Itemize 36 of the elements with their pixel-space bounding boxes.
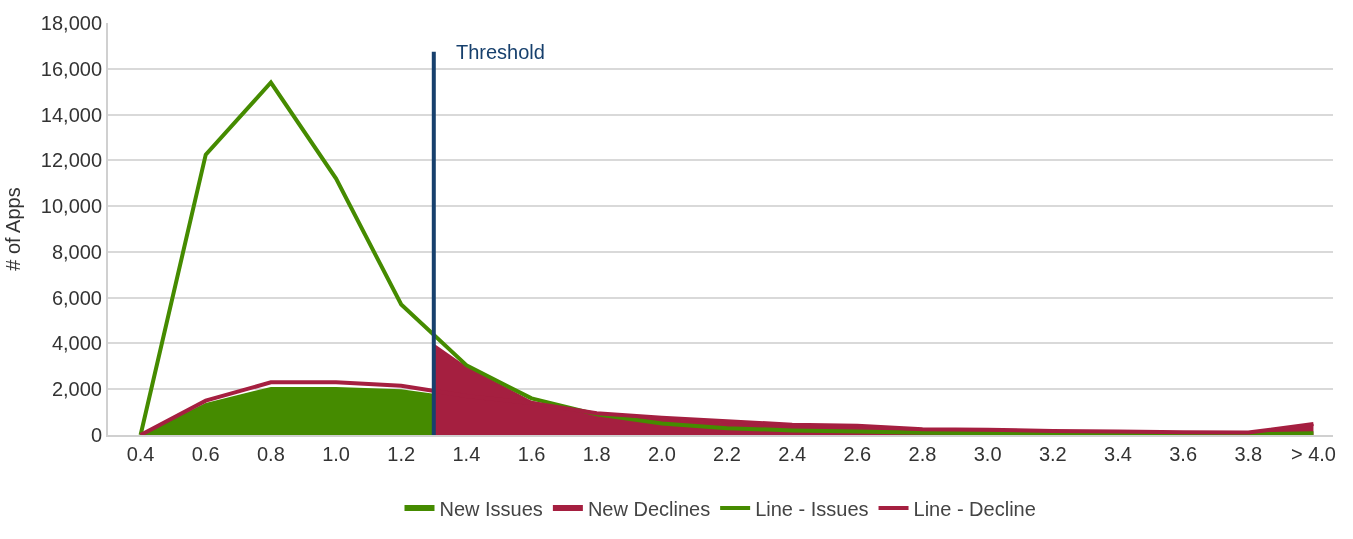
legend-label: New Issues <box>439 497 543 520</box>
y-tick-label: 6,000 <box>51 286 102 309</box>
line-series <box>138 80 1316 435</box>
x-tick-label: 2.8 <box>908 443 937 465</box>
y-tick-label: 0 <box>90 424 102 446</box>
x-tick-label: 1.2 <box>387 443 416 465</box>
x-tick-label: 3.6 <box>1169 443 1198 465</box>
y-tick-label: 10,000 <box>40 195 102 218</box>
x-tick-label: 0.8 <box>256 443 285 465</box>
legend-label: Line - Issues <box>755 497 869 520</box>
y-tick-label: 4,000 <box>51 332 102 355</box>
x-tick-label: 2.2 <box>713 443 741 465</box>
y-tick-label: 12,000 <box>40 149 102 172</box>
x-tick-label: 0.6 <box>191 443 220 465</box>
y-tick-label: 14,000 <box>40 103 102 126</box>
x-tick-label: 1.8 <box>582 443 611 465</box>
x-tick-label: 3.2 <box>1038 443 1067 465</box>
x-tick-label: 1.0 <box>322 443 350 465</box>
x-tick-label: 0.4 <box>126 443 155 465</box>
x-tick-label: > 4.0 <box>1290 443 1336 465</box>
y-tick-label: 18,000 <box>40 12 102 34</box>
legend-label: New Declines <box>587 497 711 520</box>
x-tick-label: 3.0 <box>973 443 1002 465</box>
y-axis-title: # of Apps <box>1 187 24 271</box>
x-tick-label: 1.4 <box>452 443 481 465</box>
x-tick-label: 2.6 <box>843 443 872 465</box>
y-tick-label: 2,000 <box>51 378 102 401</box>
x-tick-label: 1.6 <box>517 443 546 465</box>
legend-label: Line - Decline <box>913 497 1036 520</box>
x-tick-label: 3.4 <box>1104 443 1132 465</box>
ref-line-label: Threshold <box>456 41 545 63</box>
x-tick-label: 3.8 <box>1234 443 1263 465</box>
y-tick-label: 16,000 <box>40 57 102 80</box>
y-tick-label: 8,000 <box>51 240 102 263</box>
x-tick-label: 2.4 <box>778 443 807 465</box>
x-tick-label: 2.0 <box>647 443 676 465</box>
